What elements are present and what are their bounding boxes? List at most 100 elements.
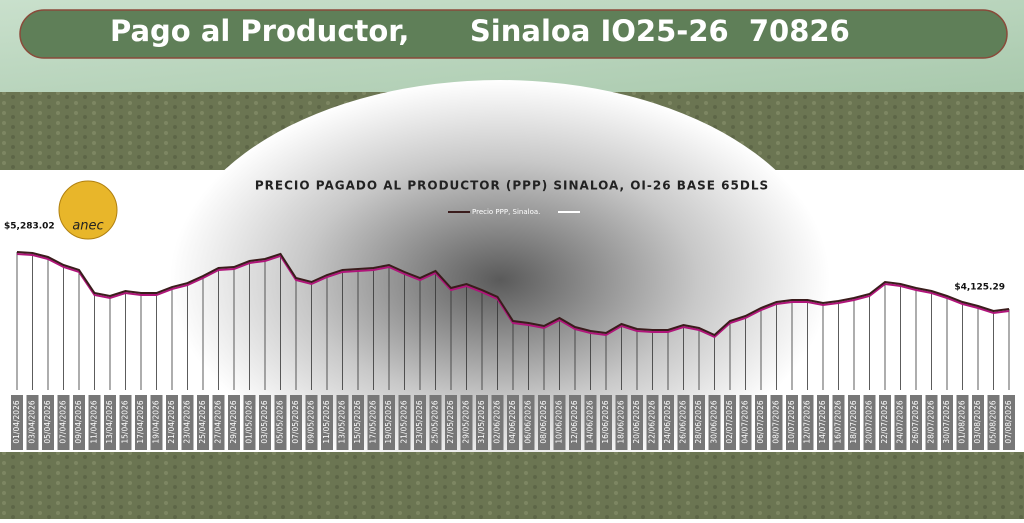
x-tick-box (662, 395, 674, 450)
x-tick-box (910, 395, 922, 450)
x-tick-label: 05/08/2026 (989, 400, 998, 443)
x-tick-label: 31/05/2026 (477, 400, 486, 443)
x-tick-label: 03/08/2026 (973, 400, 982, 443)
x-tick-label: 07/05/2026 (291, 400, 300, 443)
x-tick-box (274, 395, 287, 450)
x-tick-box (941, 395, 953, 450)
x-tick-label: 18/07/2026 (849, 400, 858, 443)
x-tick-box (88, 395, 101, 450)
x-tick-box (104, 395, 116, 450)
series-line (16, 251, 1010, 337)
x-tick-label: 12/07/2026 (803, 400, 812, 443)
x-tick-box (817, 395, 829, 450)
x-tick-label: 14/06/2026 (586, 400, 595, 443)
data-label: $4,125.29 (954, 283, 1005, 293)
x-tick-label: 03/04/2026 (28, 400, 37, 443)
line-shadow (16, 253, 1010, 339)
x-tick-label: 21/05/2026 (400, 400, 409, 443)
x-tick-box (584, 395, 597, 450)
x-tick-box (677, 395, 690, 450)
x-tick-box (786, 395, 798, 450)
x-tick-label: 02/06/2026 (493, 400, 502, 443)
x-tick-label: 16/06/2026 (601, 400, 610, 443)
texture-band (0, 452, 1024, 519)
x-tick-label: 20/06/2026 (632, 400, 641, 443)
x-tick-box (73, 395, 85, 450)
x-tick-box (305, 395, 318, 450)
x-tick-label: 29/05/2026 (462, 400, 471, 443)
x-tick-label: 11/05/2026 (322, 400, 331, 443)
x-tick-box (119, 395, 132, 450)
x-tick-label: 01/08/2026 (958, 400, 967, 443)
x-tick-label: 13/04/2026 (105, 400, 114, 443)
x-tick-label: 15/05/2026 (353, 400, 362, 443)
x-tick-box (569, 395, 581, 450)
x-tick-label: 27/05/2026 (446, 400, 455, 443)
x-tick-box (166, 395, 178, 450)
x-tick-box (11, 395, 23, 450)
data-label: $5,283.02 (4, 222, 55, 232)
x-tick-box (507, 395, 519, 450)
x-tick-label: 24/06/2026 (663, 400, 672, 443)
x-tick-label: 08/07/2026 (772, 400, 781, 443)
x-tick-label: 23/04/2026 (183, 400, 192, 443)
x-tick-label: 25/05/2026 (431, 400, 440, 443)
x-tick-box (1003, 395, 1015, 450)
x-tick-box (646, 395, 659, 450)
x-tick-label: 24/07/2026 (896, 400, 905, 443)
x-tick-box (336, 395, 349, 450)
x-tick-label: 06/06/2026 (524, 400, 533, 443)
x-tick-box (445, 395, 457, 450)
x-tick-label: 04/07/2026 (741, 400, 750, 443)
x-tick-box (321, 395, 333, 450)
x-tick-box (383, 395, 395, 450)
x-tick-label: 12/06/2026 (570, 400, 579, 443)
x-tick-box (848, 395, 860, 450)
x-tick-box (972, 395, 984, 450)
x-tick-box (770, 395, 783, 450)
x-tick-label: 16/07/2026 (834, 400, 843, 443)
x-tick-label: 25/04/2026 (198, 400, 207, 443)
x-tick-box (290, 395, 302, 450)
x-tick-label: 21/04/2026 (167, 400, 176, 443)
x-tick-label: 11/04/2026 (90, 400, 99, 443)
x-tick-label: 29/04/2026 (229, 400, 238, 443)
chart-title: PRECIO PAGADO AL PRODUCTOR (PPP) SINALOA… (255, 179, 769, 193)
x-tick-label: 10/07/2026 (787, 400, 796, 443)
x-tick-box (553, 395, 566, 450)
x-tick-box (197, 395, 209, 450)
x-tick-label: 05/05/2026 (276, 400, 285, 443)
x-tick-label: 22/07/2026 (880, 400, 889, 443)
x-tick-box (228, 395, 240, 450)
x-tick-label: 26/06/2026 (679, 400, 688, 443)
x-tick-label: 01/04/2026 (12, 400, 21, 443)
x-tick-label: 14/07/2026 (818, 400, 827, 443)
x-tick-label: 03/05/2026 (260, 400, 269, 443)
x-tick-label: 28/06/2026 (694, 400, 703, 443)
x-tick-box (243, 395, 256, 450)
x-tick-box (832, 395, 845, 450)
x-tick-label: 13/05/2026 (338, 400, 347, 443)
x-tick-label: 01/05/2026 (245, 400, 254, 443)
x-tick-box (181, 395, 194, 450)
chart-shade (170, 80, 830, 480)
x-tick-box (708, 395, 721, 450)
x-tick-label: 23/05/2026 (415, 400, 424, 443)
x-tick-label: 18/06/2026 (617, 400, 626, 443)
x-tick-box (460, 395, 473, 450)
x-tick-box (894, 395, 907, 450)
x-tick-label: 27/04/2026 (214, 400, 223, 443)
x-tick-box (879, 395, 891, 450)
x-tick-box (476, 395, 488, 450)
logo (58, 180, 118, 240)
x-tick-label: 04/06/2026 (508, 400, 517, 443)
x-tick-label: 30/07/2026 (942, 400, 951, 443)
x-tick-box (693, 395, 705, 450)
x-tick-box (352, 395, 364, 450)
x-tick-box (956, 395, 969, 450)
x-tick-label: 09/05/2026 (307, 400, 316, 443)
x-tick-box (615, 395, 628, 450)
x-tick-label: 15/04/2026 (121, 400, 130, 443)
x-tick-box (755, 395, 767, 450)
